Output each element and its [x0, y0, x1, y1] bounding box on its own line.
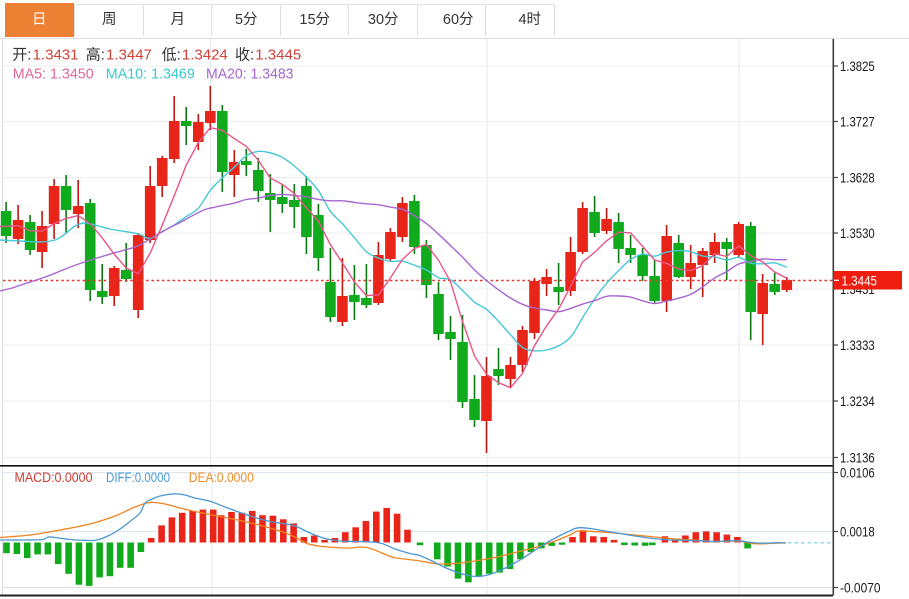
- svg-text:-0.0070: -0.0070: [840, 580, 881, 595]
- svg-text:1.3530: 1.3530: [840, 226, 875, 241]
- svg-text:0.0106: 0.0106: [840, 465, 875, 480]
- svg-text:1.3136: 1.3136: [840, 450, 875, 465]
- svg-text:MA10: 1.3469: MA10: 1.3469: [106, 66, 195, 83]
- svg-text:1.3424: 1.3424: [182, 47, 228, 64]
- svg-text:高:: 高:: [86, 47, 105, 64]
- svg-text:1.3825: 1.3825: [840, 59, 875, 74]
- svg-text:开:: 开:: [12, 47, 31, 64]
- svg-text:1.3445: 1.3445: [255, 47, 301, 64]
- svg-text:1.3628: 1.3628: [840, 170, 875, 185]
- svg-text:低:: 低:: [162, 47, 181, 64]
- svg-text:1.3234: 1.3234: [840, 394, 875, 409]
- svg-text:MA5: 1.3450: MA5: 1.3450: [13, 66, 94, 83]
- svg-text:DEA:0.0000: DEA:0.0000: [189, 470, 254, 485]
- svg-text:DIFF:0.0000: DIFF:0.0000: [106, 470, 170, 485]
- svg-text:1.3727: 1.3727: [840, 114, 875, 129]
- svg-text:1.3447: 1.3447: [106, 47, 152, 64]
- svg-text:MACD:0.0000: MACD:0.0000: [15, 470, 93, 485]
- svg-text:0.0018: 0.0018: [840, 524, 875, 539]
- svg-text:收:: 收:: [235, 47, 254, 64]
- svg-text:1.3333: 1.3333: [840, 338, 875, 353]
- svg-text:MA20: 1.3483: MA20: 1.3483: [206, 66, 294, 83]
- svg-text:1.3431: 1.3431: [33, 47, 79, 64]
- svg-text:1.3445: 1.3445: [842, 272, 878, 288]
